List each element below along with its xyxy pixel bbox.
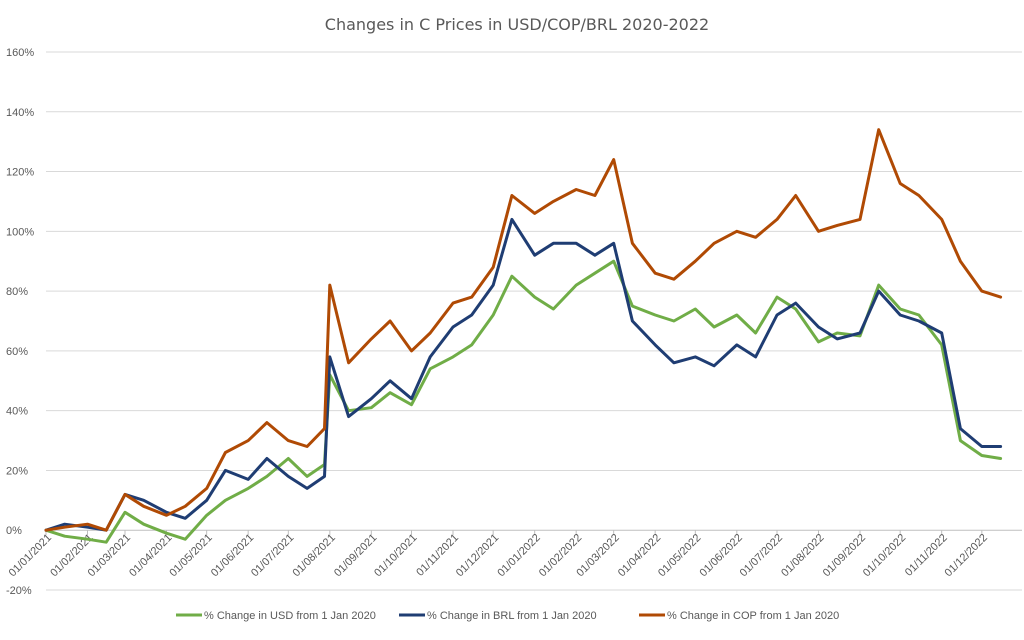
x-tick-label: 01/01/2022 — [495, 532, 542, 579]
series-lines — [44, 128, 1003, 544]
y-tick-label: 160% — [6, 47, 34, 59]
x-tick-label: 01/01/2021 — [7, 532, 54, 579]
y-tick-label: 20% — [6, 465, 28, 477]
y-tick-label: 120% — [6, 167, 34, 179]
series-line-3 — [44, 128, 1003, 532]
y-tick-label: 140% — [6, 107, 34, 119]
series-line-2 — [44, 217, 1003, 532]
y-tick-label: 0% — [6, 525, 22, 537]
x-tick-label: 01/10/2021 — [372, 532, 419, 579]
x-tick-label: 01/12/2022 — [943, 532, 990, 579]
x-tick-label: 01/05/2021 — [167, 532, 214, 579]
gridlines — [46, 51, 1022, 591]
x-tick-label: 01/07/2021 — [249, 532, 296, 579]
legend-label: % Change in USD from 1 Jan 2020 — [204, 610, 376, 622]
y-tick-label: 60% — [6, 346, 28, 358]
legend-label: % Change in BRL from 1 Jan 2020 — [427, 610, 597, 622]
y-tick-label: -20% — [6, 585, 32, 597]
x-tick-label: 01/05/2022 — [656, 532, 703, 579]
x-axis-ticks: 01/01/202101/02/202101/03/202101/04/2021… — [7, 530, 990, 579]
y-tick-label: 100% — [6, 226, 34, 238]
y-tick-label: 80% — [6, 286, 28, 298]
series-line-1 — [44, 259, 1003, 544]
legend-label: % Change in COP from 1 Jan 2020 — [667, 610, 839, 622]
chart-title: Changes in C Prices in USD/COP/BRL 2020-… — [325, 15, 709, 34]
y-tick-label: 40% — [6, 406, 28, 418]
y-axis-ticks: -20% 0% 20% 40% 60% 80% 100% 120% 140% 160% — [6, 47, 34, 597]
x-tick-label: 01/08/2022 — [779, 532, 826, 579]
x-tick-label: 01/08/2021 — [291, 532, 338, 579]
legend: % Change in USD from 1 Jan 2020 % Change … — [176, 610, 839, 622]
x-tick-label: 01/12/2021 — [454, 532, 501, 579]
x-tick-label: 01/07/2022 — [738, 532, 785, 579]
x-tick-label: 01/10/2022 — [861, 532, 908, 579]
